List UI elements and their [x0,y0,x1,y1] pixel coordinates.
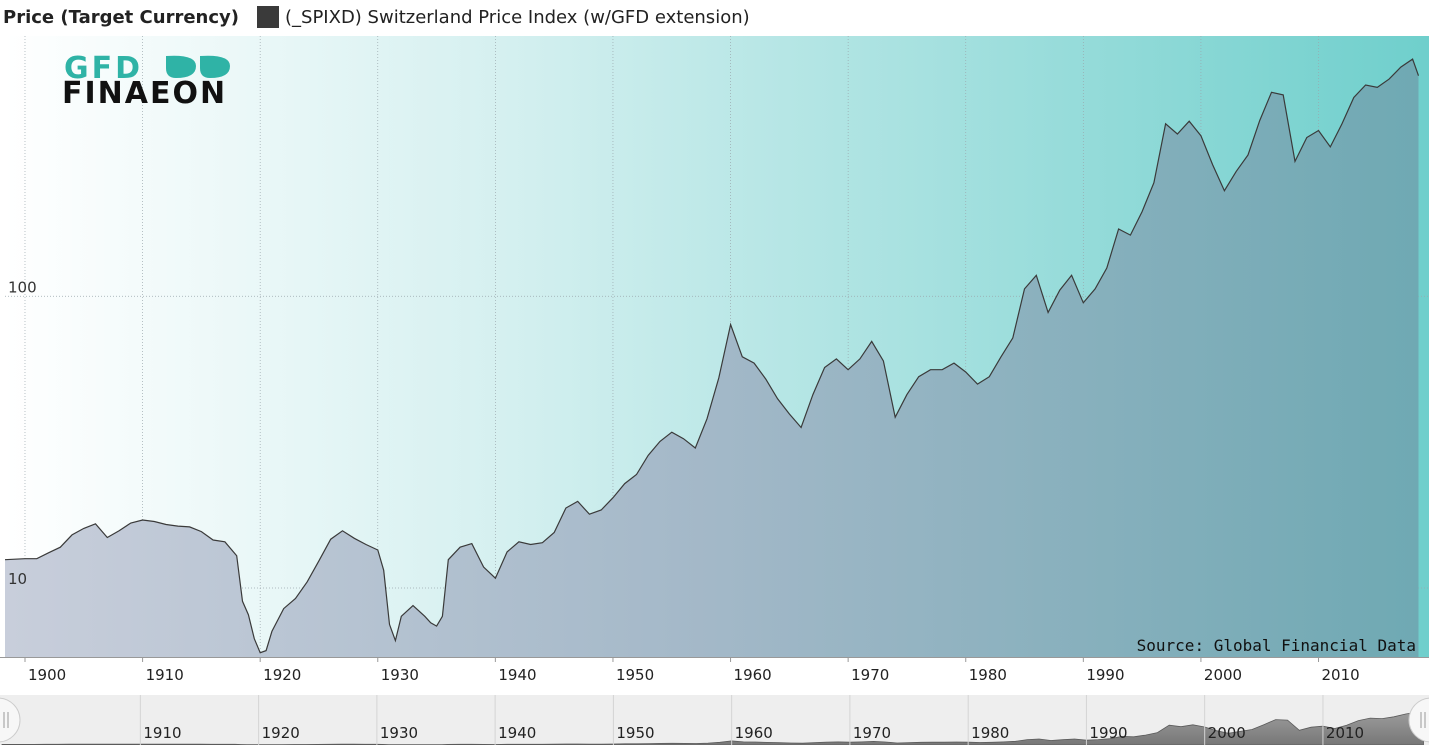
x-tick-label-1990: 1990 [1086,666,1124,684]
navigator-right-handle[interactable] [1408,697,1429,743]
gfd-finaeon-logo: GFD FINAEON [62,52,230,106]
logo-line-2: FINAEON [62,76,227,106]
navigator-left-handle[interactable] [0,697,21,743]
navigator-tick-label-2010: 2010 [1326,724,1364,742]
x-tick-label-1950: 1950 [616,666,654,684]
x-tick-label-1970: 1970 [851,666,889,684]
chart-legend: Price (Target Currency) (_SPIXD) Switzer… [0,0,1429,34]
x-tick-label-1900: 1900 [28,666,66,684]
x-axis-labels: 1900 1910 1920 1930 1940 1950 1960 1970 1980 1990… [24,657,1360,684]
legend-title: Price (Target Currency) [3,6,239,28]
x-tick-label-1960: 1960 [734,666,772,684]
x-tick-label-1940: 1940 [498,666,536,684]
navigator-tick-label-1930: 1930 [380,724,418,742]
series-line [4,58,1420,654]
navigator-tick-label-1970: 1970 [853,724,891,742]
navigator-tick-label-1920: 1920 [262,724,300,742]
x-tick-label-1920: 1920 [263,666,301,684]
y-axis-labels: 10 100 [8,278,37,588]
x-tick-label-2010: 2010 [1322,666,1360,684]
x-tick-label-1910: 1910 [146,666,184,684]
navigator-tick-label-1940: 1940 [498,724,536,742]
navigator-tick-label-2000: 2000 [1208,724,1246,742]
navigator-tick-label-1980: 1980 [971,724,1009,742]
x-tick-label-1930: 1930 [381,666,419,684]
logo-leaf-icon [166,55,230,78]
legend-series-label[interactable]: (_SPIXD) Switzerland Price Index (w/GFD … [285,6,750,28]
y-tick-label-10: 10 [8,570,27,588]
source-note: Source: Global Financial Data [1137,636,1416,655]
y-tick-label-100: 100 [8,278,37,296]
series-area [5,59,1419,658]
x-tick-label-1980: 1980 [969,666,1007,684]
navigator-axis: 1910 1920 1930 1940 1950 1960 1970 1980 1990 2000… [139,695,1364,745]
navigator-tick-label-1960: 1960 [735,724,773,742]
navigator-tick-label-1950: 1950 [616,724,654,742]
navigator-tick-label-1990: 1990 [1089,724,1127,742]
navigator-tick-label-1910: 1910 [143,724,181,742]
x-tick-label-2000: 2000 [1204,666,1242,684]
legend-swatch-icon[interactable] [257,6,279,28]
logo-line-1: GFD [64,52,143,86]
